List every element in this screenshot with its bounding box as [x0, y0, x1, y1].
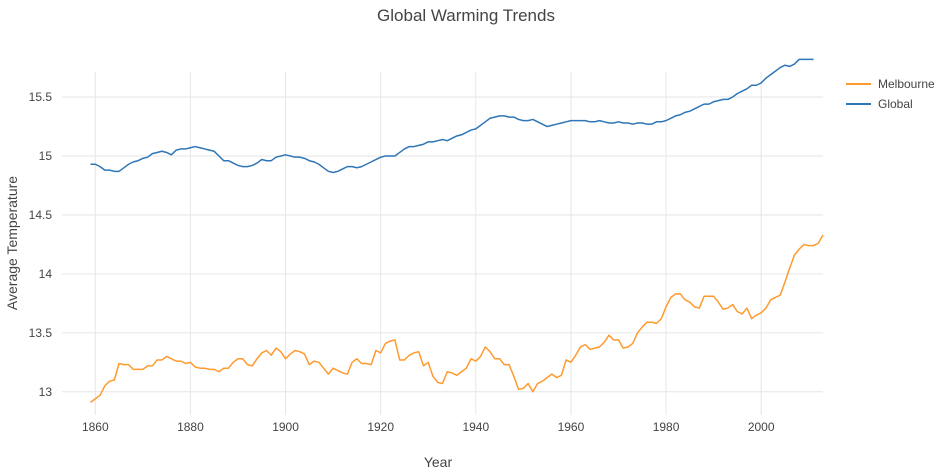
series-line-melbourne [90, 234, 824, 403]
x-tick-label: 1860 [82, 420, 109, 434]
y-axis-ticks: 13 13.5 14 14.5 15 15.5 [29, 90, 53, 399]
y-gridlines [62, 96, 823, 393]
x-tick-label: 1920 [367, 420, 394, 434]
y-tick-label: 14 [39, 267, 53, 281]
legend-item-global[interactable]: Global [846, 97, 913, 111]
y-tick-label: 15 [39, 149, 53, 163]
x-axis-ticks: 1860 1880 1900 1920 1940 1960 1980 2000 [82, 420, 775, 434]
x-tick-label: 1900 [272, 420, 299, 434]
x-tick-label: 1980 [653, 420, 680, 434]
legend-label: Melbourne [878, 77, 935, 91]
legend-label: Global [878, 97, 913, 111]
x-tick-label: 1940 [462, 420, 489, 434]
legend[interactable]: Melbourne Global [846, 77, 935, 111]
series-line-global [90, 58, 814, 174]
series-lines [90, 58, 824, 403]
y-tick-label: 13.5 [29, 326, 53, 340]
x-tick-label: 1960 [558, 420, 585, 434]
y-tick-label: 13 [39, 385, 53, 399]
y-tick-label: 15.5 [29, 90, 53, 104]
y-axis-title: Average Temperature [4, 176, 20, 310]
chart-title: Global Warming Trends [377, 6, 555, 25]
x-tick-label: 1880 [177, 420, 204, 434]
x-tick-label: 2000 [748, 420, 775, 434]
y-tick-label: 14.5 [29, 208, 53, 222]
x-axis-title: Year [424, 454, 453, 470]
legend-item-melbourne[interactable]: Melbourne [846, 77, 935, 91]
